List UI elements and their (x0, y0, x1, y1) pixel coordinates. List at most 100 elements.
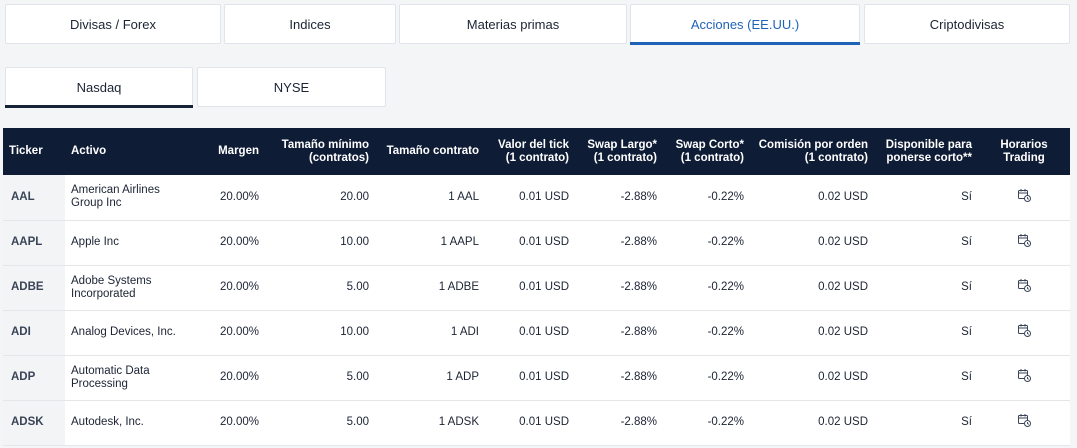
asset-name-cell: Apple Inc (65, 220, 190, 266)
tab-divisas-forex[interactable]: Divisas / Forex (5, 4, 221, 44)
margin-cell: 20.00% (190, 310, 265, 356)
tab-nasdaq[interactable]: Nasdaq (5, 67, 193, 108)
tab-acciones-eeuu[interactable]: Acciones (EE.UU.) (630, 4, 860, 45)
short-available-cell: Sí (874, 355, 978, 401)
swap-long-cell: -2.88% (575, 220, 663, 266)
trading-hours-cell (978, 175, 1070, 221)
ticker-cell: ADP (3, 355, 65, 401)
table-row: ADP Automatic Data Processing 20.00% 5.00 1 A… (3, 355, 1070, 401)
margin-cell: 20.00% (190, 220, 265, 266)
instruments-table: Ticker Activo Margen Tamaño mínimo (contr… (3, 128, 1070, 448)
swap-short-cell: -0.22% (663, 175, 750, 221)
asset-name-cell: Autodesk, Inc. (65, 400, 190, 446)
col-header-swap-largo[interactable]: Swap Largo* (1 contrato) (575, 128, 663, 175)
col-header-margen[interactable]: Margen (190, 128, 265, 175)
ticker-cell: ADSK (3, 400, 65, 446)
tab-indices[interactable]: Indices (224, 4, 396, 44)
table-header-row: Ticker Activo Margen Tamaño mínimo (contr… (3, 128, 1070, 175)
contract-size-cell: 1 ADP (375, 355, 485, 401)
swap-long-cell: -2.88% (575, 265, 663, 311)
col-header-line: (1 contrato) (804, 151, 868, 164)
swap-long-cell: -2.88% (575, 175, 663, 221)
ticker-cell: AAL (3, 175, 65, 221)
category-tabs: Divisas / Forex Indices Materias primas … (5, 4, 1070, 45)
short-available-cell: Sí (874, 310, 978, 356)
min-size-cell: 5.00 (265, 355, 375, 401)
col-header-comision[interactable]: Comisión por orden (1 contrato) (750, 128, 874, 175)
tab-materias-primas[interactable]: Materias primas (399, 4, 627, 44)
col-header-tamano-contrato[interactable]: Tamaño contrato (375, 128, 485, 175)
asset-name-line: Adobe Systems (71, 274, 152, 287)
contract-size-cell: 1 AAL (375, 175, 485, 221)
swap-long-cell: -2.88% (575, 400, 663, 446)
col-header-horarios[interactable]: Horarios Trading (978, 128, 1070, 175)
trading-hours-cell (978, 355, 1070, 401)
swap-short-cell: -0.22% (663, 265, 750, 311)
short-available-cell: Sí (874, 265, 978, 311)
commission-cell: 0.02 USD (750, 220, 874, 266)
commission-cell: 0.02 USD (750, 355, 874, 401)
margin-cell: 20.00% (190, 400, 265, 446)
col-header-ticker[interactable]: Ticker (3, 128, 65, 175)
commission-cell: 0.02 USD (750, 310, 874, 356)
tick-value-cell: 0.01 USD (485, 400, 575, 446)
calendar-clock-icon[interactable] (1017, 414, 1031, 431)
col-header-line: Disponible para (885, 138, 972, 151)
min-size-cell: 5.00 (265, 265, 375, 311)
short-available-cell: Sí (874, 220, 978, 266)
asset-name-line: Automatic Data (71, 364, 150, 377)
table-row: ADSK Autodesk, Inc. 20.00% 5.00 1 ADSK 0.01 U… (3, 400, 1070, 446)
col-header-line: Tamaño mínimo (281, 138, 369, 151)
col-header-line: ponerse corto** (886, 151, 972, 164)
calendar-clock-icon[interactable] (1017, 234, 1031, 251)
asset-name-line: Analog Devices, Inc. (71, 326, 176, 338)
calendar-clock-icon[interactable] (1017, 369, 1031, 386)
min-size-cell: 5.00 (265, 400, 375, 446)
col-header-activo[interactable]: Activo (65, 128, 190, 175)
trading-hours-cell (978, 310, 1070, 356)
margin-cell: 20.00% (190, 355, 265, 401)
table-row: AAPL Apple Inc 20.00% 10.00 1 AAPL 0.01 USD -2… (3, 220, 1070, 266)
margin-cell: 20.00% (190, 175, 265, 221)
tick-value-cell: 0.01 USD (485, 265, 575, 311)
calendar-clock-icon[interactable] (1017, 188, 1031, 206)
trading-hours-cell (978, 400, 1070, 446)
asset-name-cell: Adobe Systems Incorporated (65, 265, 190, 311)
col-header-valor-tick[interactable]: Valor del tick (1 contrato) (485, 128, 575, 175)
col-header-line: (contratos) (308, 151, 369, 164)
swap-short-cell: -0.22% (663, 355, 750, 401)
asset-name-line: Apple Inc (71, 236, 119, 248)
trading-hours-cell (978, 265, 1070, 311)
col-header-swap-corto[interactable]: Swap Corto* (1 contrato) (663, 128, 750, 175)
contract-size-cell: 1 ADBE (375, 265, 485, 311)
contract-size-cell: 1 AAPL (375, 220, 485, 266)
ticker-cell: ADBE (3, 265, 65, 311)
col-header-line: (1 contrato) (680, 151, 744, 164)
tab-criptodivisas[interactable]: Criptodivisas (864, 4, 1070, 44)
table-row: AAL American Airlines Group Inc 20.00% 20.00… (3, 175, 1070, 221)
calendar-clock-icon[interactable] (1017, 324, 1031, 341)
col-header-tamano-minimo[interactable]: Tamaño mínimo (contratos) (265, 128, 375, 175)
asset-name-line: Processing (71, 377, 128, 390)
col-header-disponible-corto[interactable]: Disponible para ponerse corto** (874, 128, 978, 175)
tick-value-cell: 0.01 USD (485, 220, 575, 266)
asset-name-cell: American Airlines Group Inc (65, 175, 190, 221)
calendar-clock-icon[interactable] (1017, 279, 1031, 296)
tick-value-cell: 0.01 USD (485, 310, 575, 356)
tick-value-cell: 0.01 USD (485, 355, 575, 401)
trading-hours-cell (978, 220, 1070, 266)
col-header-line: Comisión por orden (758, 138, 868, 151)
swap-long-cell: -2.88% (575, 310, 663, 356)
tab-nyse[interactable]: NYSE (197, 67, 386, 107)
short-available-cell: Sí (874, 400, 978, 446)
asset-name-line: Autodesk, Inc. (71, 416, 144, 428)
min-size-cell: 10.00 (265, 310, 375, 356)
col-header-line: Valor del tick (498, 138, 569, 151)
table-row: ADI Analog Devices, Inc. 20.00% 10.00 1 ADI 0… (3, 310, 1070, 356)
asset-name-line: American Airlines (71, 184, 160, 197)
col-header-line: Swap Largo* (587, 138, 657, 151)
contract-size-cell: 1 ADI (375, 310, 485, 356)
col-header-line: (1 contrato) (593, 151, 657, 164)
commission-cell: 0.02 USD (750, 175, 874, 221)
asset-name-line: Group Inc (71, 197, 122, 210)
